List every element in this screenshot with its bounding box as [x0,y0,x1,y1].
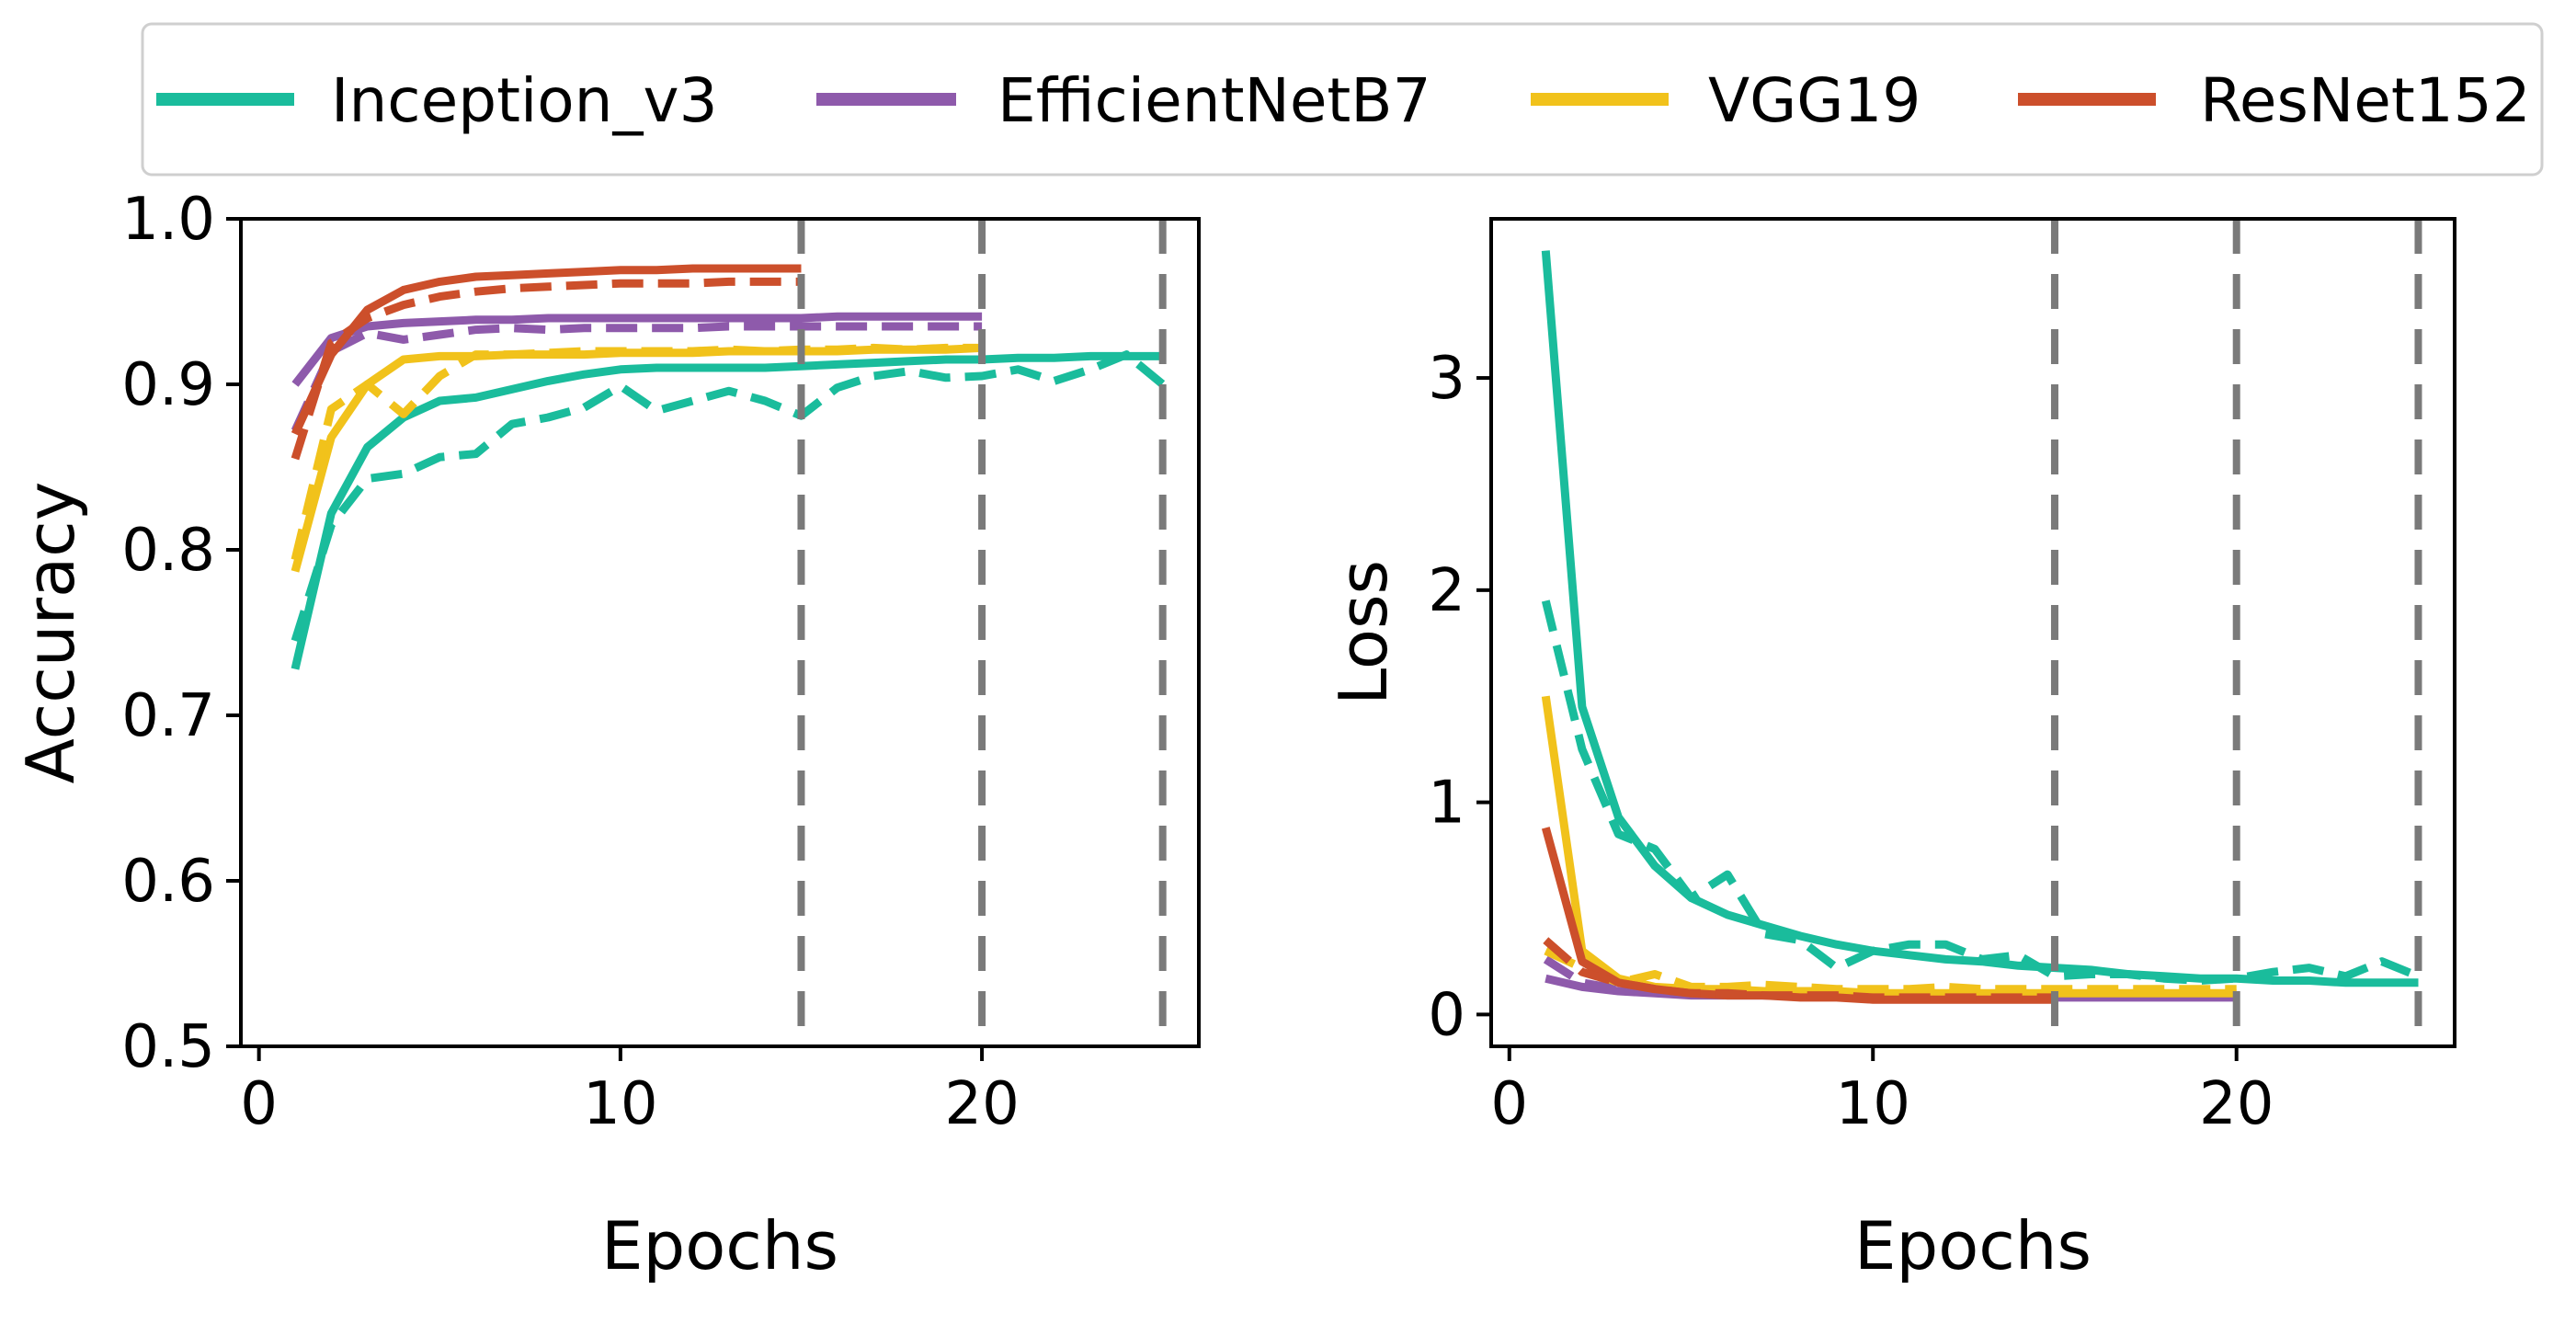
accuracy-plot-marks [291,219,1167,1046]
loss-y-axis-label: Loss [1325,560,1402,705]
accuracy-line-resnet152-val [291,277,802,461]
accuracy-y-tick-label: 0.7 [121,682,215,750]
legend-frame [141,22,2544,177]
loss-line-resnet152 [1541,827,2055,1004]
loss-y-tick-label: 3 [1428,345,1465,413]
loss-x-tick-label: 10 [1836,1070,1910,1138]
accuracy-y-tick-label: 0.6 [121,848,215,916]
loss-x-tick-label: 20 [2199,1070,2274,1138]
loss-y-tick-label: 2 [1428,557,1465,625]
legend-label: ResNet152 [2200,65,2531,136]
accuracy-y-tick-label: 0.9 [121,351,215,419]
legend-label: EfficientNetB7 [997,65,1431,136]
accuracy-x-axis-label: Epochs [601,1207,838,1284]
loss-line-inception-v3-val [1541,599,2421,985]
loss-axes-frame [1489,217,2456,1048]
accuracy-line-inception-v3 [291,351,1163,670]
legend-label: Inception_v3 [331,65,718,136]
accuracy-x-tick-label: 10 [583,1070,657,1138]
accuracy-y-tick-label: 1.0 [121,186,215,254]
loss-plot-marks [1541,219,2422,1046]
loss-x-tick-label: 0 [1490,1070,1528,1138]
legend-item-resnet152: ResNet152 [2018,65,2531,136]
accuracy-y-tick-label: 0.8 [121,517,215,585]
accuracy-ticks: 0 10 20 0.5 0.6 0.7 0.8 0.9 1.0 [121,186,1020,1138]
loss-y-tick-label: 1 [1428,770,1465,838]
accuracy-line-vgg19 [291,343,983,573]
legend-item-efficientnetb7: EfficientNetB7 [816,65,1431,136]
legend-label: VGG19 [1708,65,1921,136]
accuracy-line-inception-v3-val [291,350,1166,643]
loss-line-inception-v3 [1541,250,2419,987]
accuracy-y-axis-label: Accuracy [12,482,89,784]
accuracy-x-tick-label: 0 [240,1070,278,1138]
loss-line-resnet152-val [1543,937,2055,1002]
accuracy-y-tick-label: 0.5 [121,1013,215,1081]
loss-y-tick-label: 0 [1428,981,1465,1049]
legend: Inception_v3 EfficientNetB7 VGG19 ResNet… [141,22,2544,177]
accuracy-line-resnet152 [291,264,802,436]
loss-ticks: 0 10 20 0 1 2 3 [1428,345,2274,1138]
loss-panel: 0 10 20 0 1 2 3 Epochs Loss [1325,217,2456,1284]
accuracy-panel: 0 10 20 0.5 0.6 0.7 0.8 0.9 1.0 Epochs Accuracy [12,186,1201,1284]
accuracy-x-tick-label: 20 [944,1070,1019,1138]
accuracy-axes-frame [239,217,1201,1048]
legend-item-inception: Inception_v3 [156,65,718,136]
accuracy-line-vgg19-val [291,343,983,561]
loss-x-axis-label: Epochs [1854,1207,2092,1284]
accuracy-line-efficientnetb7 [291,312,983,387]
legend-item-vgg19: VGG19 [1531,65,1921,136]
